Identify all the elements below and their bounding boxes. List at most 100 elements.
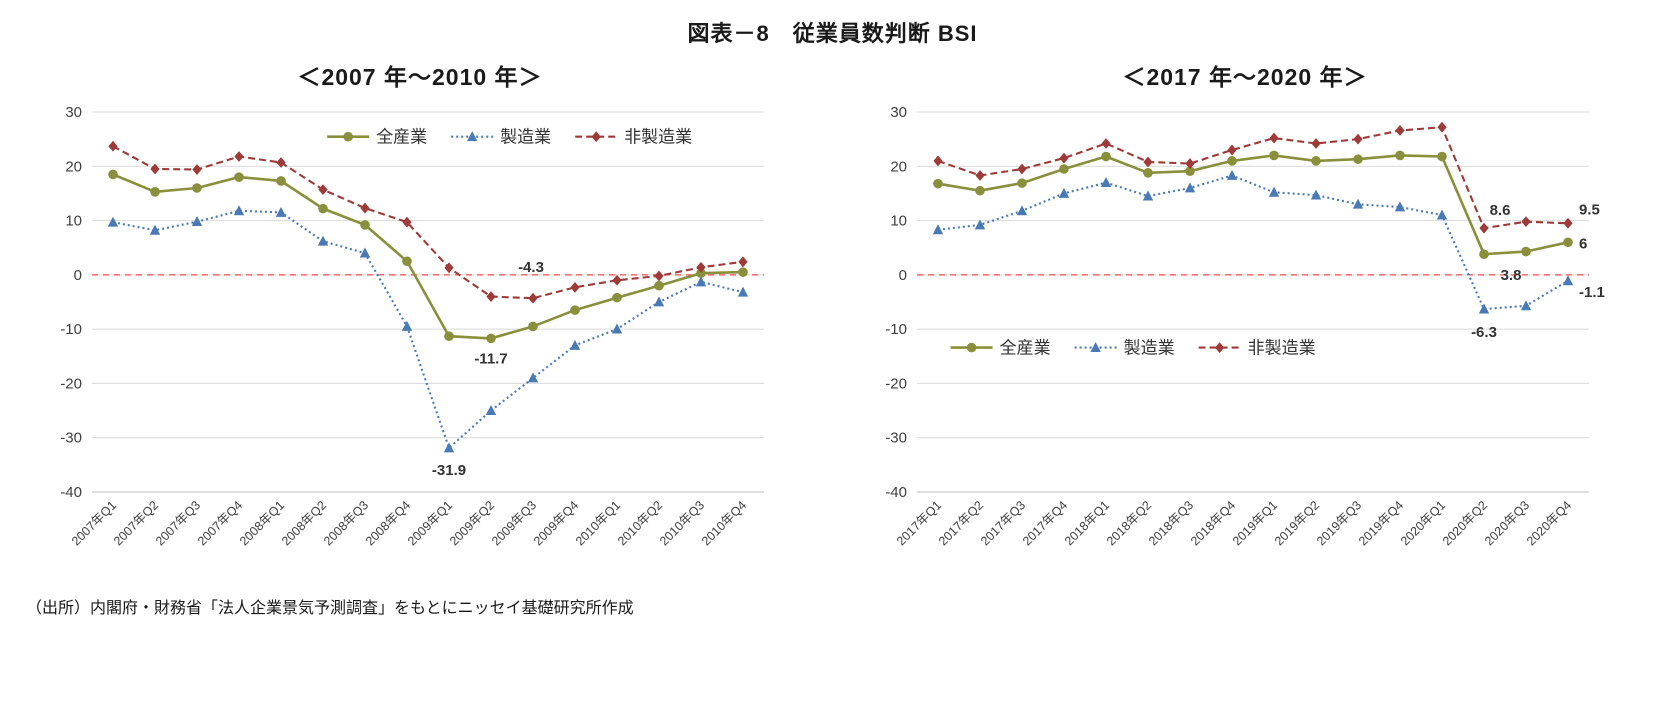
marker-triangle [1142, 190, 1154, 201]
x-tick-label: 2017年Q1 [894, 498, 944, 548]
marker-triangle [107, 216, 119, 227]
marker-diamond [1227, 144, 1237, 156]
marker-diamond [696, 261, 706, 273]
marker-diamond [318, 184, 328, 196]
marker-diamond [1185, 158, 1195, 169]
x-tick-label: 2010年Q3 [657, 498, 707, 548]
marker-diamond [1215, 342, 1225, 353]
marker-circle [486, 333, 496, 344]
marker-circle [654, 280, 664, 291]
y-tick-label: 10 [65, 213, 82, 230]
marker-circle [1479, 249, 1489, 260]
marker-diamond [1311, 138, 1321, 149]
marker-triangle [932, 224, 944, 235]
marker-triangle [149, 224, 161, 235]
x-tick-label: 2009年Q3 [489, 498, 539, 548]
y-tick-label: 30 [65, 104, 82, 121]
y-tick-label: 10 [890, 213, 907, 230]
marker-diamond [528, 292, 538, 304]
marker-circle [343, 131, 354, 142]
legend-label: 非製造業 [1248, 339, 1316, 358]
marker-circle [1311, 156, 1321, 166]
chart-2017-2020: ＜2017 年～2020 年＞ -40 -30 -20 -10 0 10 20 30 2017年… [850, 50, 1640, 592]
marker-circle [1437, 151, 1447, 162]
y-tick-label: -30 [60, 430, 82, 447]
y-tick-label: 0 [899, 267, 907, 284]
marker-diamond [234, 151, 244, 162]
data-label: -6.3 [1471, 324, 1497, 341]
x-tick-label: 2020年Q2 [1440, 498, 1490, 548]
marker-diamond [360, 202, 370, 214]
marker-triangle [275, 206, 287, 217]
legend-item-non-manufacturing: 非製造業 [1198, 339, 1316, 358]
marker-circle [1017, 178, 1027, 188]
series-line-non-manufacturing [112, 145, 744, 300]
marker-circle [1227, 156, 1237, 166]
chart-subtitle-left: ＜2007 年～2010 年＞ [297, 64, 543, 90]
marker-diamond [276, 157, 286, 168]
marker-diamond [444, 262, 454, 274]
x-tick-label: 2017年Q4 [1020, 498, 1070, 548]
marker-circle [1059, 164, 1069, 174]
x-axis-labels: 2007年Q12007年Q22007年Q32007年Q42008年Q12008年… [69, 498, 749, 548]
marker-circle [234, 172, 244, 182]
marker-diamond [1479, 222, 1489, 234]
x-tick-label: 2020年Q3 [1482, 498, 1532, 548]
marker-circle [192, 183, 202, 193]
chart-canvas-right: -40 -30 -20 -10 0 10 20 30 2017年Q1 2017年Q2 2017年Q3… [855, 92, 1635, 592]
marker-triangle [1058, 187, 1070, 198]
series-non-manufacturing [108, 140, 748, 304]
series-all-industries [108, 169, 748, 344]
y-axis-labels: -40 -30 -20 -10 0 10 20 30 [60, 104, 82, 501]
series-line-manufacturing [112, 209, 744, 450]
marker-circle [1353, 154, 1363, 165]
marker-triangle [737, 286, 749, 297]
marker-triangle [1016, 205, 1028, 216]
marker-circle [528, 321, 538, 332]
marker-triangle [401, 320, 413, 331]
x-tick-label: 2008年Q1 [237, 498, 287, 548]
charts-row: ＜2007 年～2010 年＞ -40 -30 -20 -10 0 10 20 30 2007年… [0, 50, 1665, 592]
x-tick-label: 2007年Q1 [69, 498, 119, 548]
marker-triangle [1184, 182, 1196, 193]
series-non-manufacturing [933, 121, 1573, 234]
y-tick-label: -20 [60, 375, 82, 392]
data-label: 6 [1579, 235, 1587, 252]
marker-diamond [612, 274, 622, 286]
marker-diamond [1269, 132, 1279, 144]
y-tick-label: -10 [60, 321, 82, 338]
marker-diamond [402, 216, 412, 228]
marker-triangle [1268, 186, 1280, 197]
x-tick-label: 2018年Q4 [1188, 498, 1238, 548]
marker-triangle [1436, 209, 1448, 220]
data-label: 8.6 [1490, 202, 1511, 219]
marker-diamond [486, 291, 496, 302]
legend-label: 製造業 [500, 128, 551, 147]
marker-triangle [1226, 169, 1238, 180]
marker-diamond [1143, 156, 1153, 168]
y-tick-label: 0 [74, 267, 82, 284]
marker-circle [570, 305, 580, 315]
marker-circle [1143, 168, 1153, 178]
gridlines [92, 111, 764, 493]
series-manufacturing [932, 169, 1574, 314]
series-line-all-industries [112, 173, 744, 340]
y-tick-label: -40 [885, 484, 907, 501]
legend-item-manufacturing: 製造業 [1074, 339, 1175, 358]
marker-diamond [150, 163, 160, 175]
marker-triangle [1478, 303, 1490, 314]
marker-triangle [233, 205, 245, 216]
marker-triangle [317, 235, 329, 246]
marker-diamond [738, 256, 748, 268]
marker-diamond [1395, 125, 1405, 136]
marker-circle [1101, 151, 1111, 162]
marker-diamond [1101, 138, 1111, 149]
marker-triangle [695, 276, 707, 287]
legend-label: 製造業 [1124, 339, 1175, 358]
marker-diamond [591, 131, 601, 143]
marker-triangle [974, 219, 986, 230]
x-tick-label: 2009年Q1 [405, 498, 455, 548]
series-line-all-industries [937, 154, 1569, 256]
y-tick-label: 20 [890, 158, 907, 175]
marker-circle [444, 331, 454, 341]
